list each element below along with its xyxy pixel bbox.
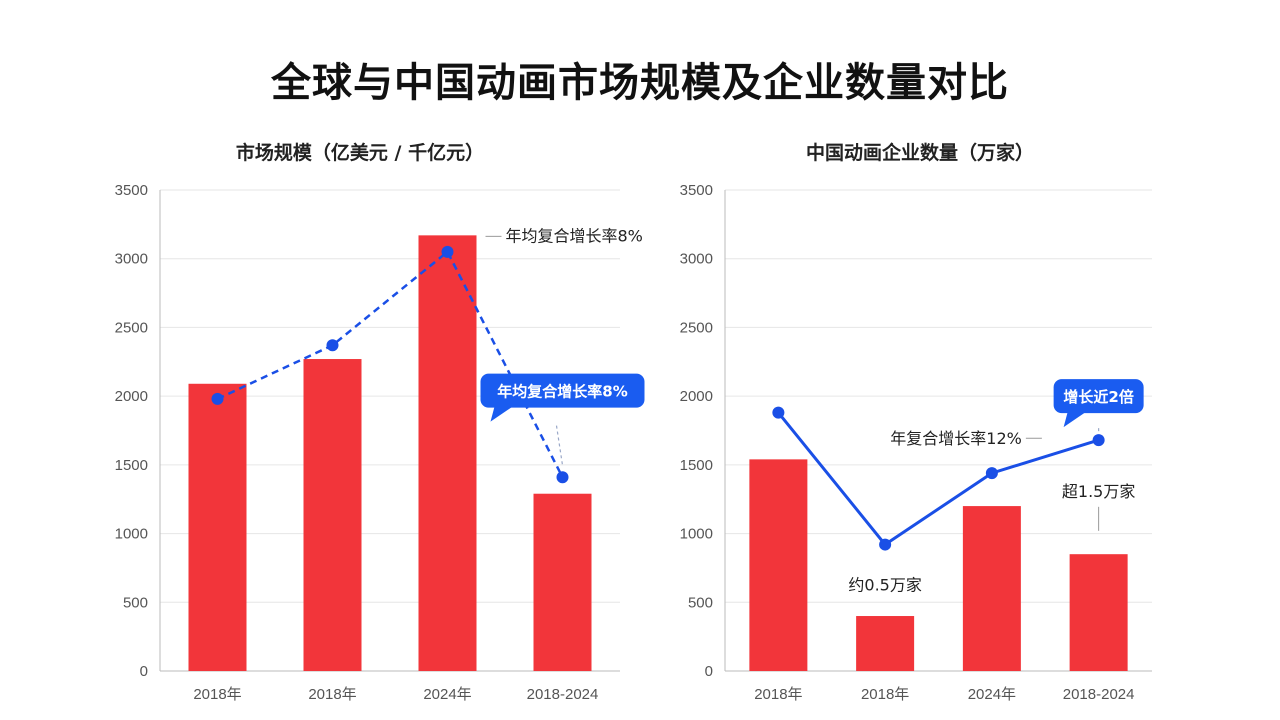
y-tick-label: 1000 <box>115 526 148 543</box>
chart-title: 中国动画企业数量（万家） <box>805 142 1034 164</box>
market-size-chart-panel: 市场规模（亿美元 / 千亿元） 0 500 1000 1500 2000 2500 3000… <box>80 130 645 720</box>
callout-pointer <box>555 425 564 466</box>
bar <box>188 383 247 671</box>
bar <box>303 359 362 671</box>
bar <box>533 493 592 671</box>
y-tick-label: 500 <box>123 594 148 611</box>
callout-tail <box>490 406 513 422</box>
y-tick-label: 500 <box>688 594 713 611</box>
x-tick-label: 2018年 <box>308 686 356 703</box>
y-tick-label: 0 <box>705 663 713 680</box>
bar <box>418 235 477 671</box>
bar <box>1069 554 1128 671</box>
data-annotation: 约0.5万家 <box>848 575 921 594</box>
series-point <box>985 467 998 480</box>
x-tick-label: 2018-2024 <box>527 686 599 703</box>
chart-title: 市场规模（亿美元 / 千亿元） <box>235 142 485 164</box>
y-tick-label: 3000 <box>115 251 148 268</box>
y-tick-label: 2500 <box>680 319 713 336</box>
series-point <box>772 406 785 419</box>
y-tick-label: 1000 <box>680 526 713 543</box>
bar <box>856 616 915 671</box>
series-point <box>326 339 339 352</box>
y-tick-label: 3000 <box>680 251 713 268</box>
series-point <box>879 538 892 551</box>
data-annotation: 超1.5万家 <box>1062 482 1135 501</box>
y-tick-label: 0 <box>140 663 148 680</box>
x-tick-label: 2018-2024 <box>1063 686 1135 703</box>
page-title: 全球与中国动画市场规模及企业数量对比 <box>271 60 1009 106</box>
series-point <box>211 392 224 405</box>
growth-annotation: 年均复合增长率8% <box>506 226 643 245</box>
callout-tail <box>1063 412 1086 428</box>
company-count-chart-panel: 中国动画企业数量（万家） 0 500 1000 1500 2000 2500 3000 350… <box>650 130 1190 720</box>
x-tick-label: 2024年 <box>968 686 1016 703</box>
series-point <box>556 471 569 484</box>
y-tick-label: 2000 <box>115 388 148 405</box>
y-tick-label: 2000 <box>680 388 713 405</box>
bar <box>749 459 808 671</box>
y-tick-label: 2500 <box>115 319 148 336</box>
series-point <box>441 245 454 258</box>
series-line <box>777 411 1100 547</box>
callout-bubble <box>480 373 645 408</box>
x-tick-label: 2018年 <box>193 686 241 703</box>
y-tick-label: 3500 <box>680 182 713 199</box>
series-line <box>216 249 564 478</box>
x-tick-label: 2018年 <box>754 686 802 703</box>
callout-label: 年均复合增长率8% <box>497 383 627 401</box>
x-tick-label: 2024年 <box>423 686 471 703</box>
company-count-chart: 0 500 1000 1500 2000 2500 3000 3500 2018年 2018年 20… <box>680 182 1152 703</box>
series-point <box>1092 434 1105 447</box>
y-tick-label: 1500 <box>680 457 713 474</box>
market-size-chart: 0 500 1000 1500 2000 2500 3000 3500 2018年 2018年 20… <box>115 182 645 703</box>
bar <box>962 506 1021 671</box>
y-tick-label: 3500 <box>115 182 148 199</box>
callout-bubble <box>1053 379 1144 414</box>
growth-annotation: 年复合增长率12% <box>890 429 1022 448</box>
callout-label: 增长近2倍 <box>1063 388 1133 406</box>
x-tick-label: 2018年 <box>861 686 909 703</box>
y-tick-label: 1500 <box>115 457 148 474</box>
